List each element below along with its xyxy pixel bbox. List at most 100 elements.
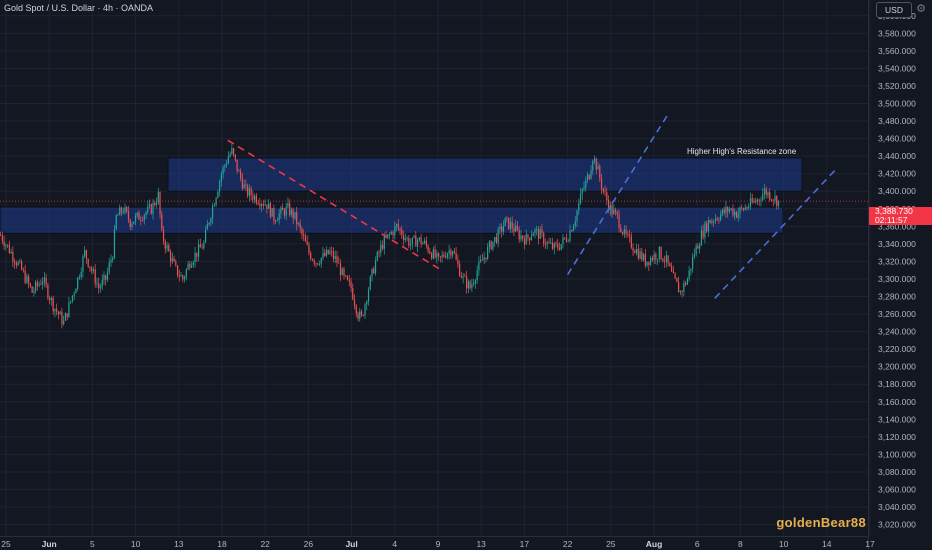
candle: [91, 265, 93, 275]
candle: [445, 251, 447, 259]
candle: [558, 242, 561, 251]
candle: [630, 232, 632, 250]
candle: [99, 283, 102, 293]
candle: [492, 241, 494, 252]
candle: [147, 200, 149, 215]
gear-icon[interactable]: ⚙: [916, 3, 926, 15]
candle: [350, 278, 352, 293]
candle: [481, 253, 483, 261]
candle: [704, 220, 706, 244]
candle: [80, 267, 82, 280]
candle: [259, 197, 261, 210]
candle: [231, 144, 233, 156]
candle: [173, 255, 175, 262]
candle: [579, 187, 582, 205]
candle: [474, 278, 476, 289]
candle: [746, 205, 748, 211]
candle: [169, 248, 172, 268]
candle: [331, 246, 333, 257]
candle: [606, 187, 608, 206]
time-axis[interactable]: 25 Jun 5 10 13 18 22 26 Jul 4 9 13 17 22 25 Aug 6 8 10 14 17: [1, 539, 875, 549]
candle: [427, 244, 429, 254]
candle: [467, 279, 469, 294]
candle: [24, 264, 26, 285]
candle: [623, 225, 625, 238]
candle: [671, 262, 673, 272]
candle: [567, 238, 569, 243]
candle: [145, 210, 147, 219]
candle: [262, 199, 264, 210]
candle: [7, 244, 9, 249]
time-tick-label: 22: [260, 539, 270, 549]
price-tick-label: 3,200.000: [878, 362, 916, 372]
candle: [103, 271, 105, 285]
candle: [621, 231, 624, 236]
candle: [369, 275, 371, 291]
candle: [117, 213, 119, 216]
candle: [618, 209, 620, 233]
candle: [532, 231, 534, 237]
candle: [611, 202, 613, 219]
candle: [767, 191, 769, 199]
candle: [275, 219, 277, 225]
candle: [460, 271, 462, 279]
candle: [271, 208, 273, 218]
candle: [229, 151, 231, 159]
candle: [602, 187, 604, 195]
candle: [290, 207, 293, 218]
candle: [469, 280, 471, 290]
candle: [560, 244, 562, 251]
candle: [311, 258, 314, 262]
candle: [325, 246, 328, 258]
candle: [110, 254, 112, 268]
candle: [434, 244, 436, 260]
candle: [157, 187, 159, 205]
candle: [506, 216, 508, 223]
candle: [68, 297, 70, 318]
candle: [665, 250, 667, 268]
candle: [203, 239, 205, 251]
candle: [614, 207, 617, 216]
candle: [639, 247, 641, 260]
candle: [77, 276, 79, 292]
candle: [721, 208, 724, 217]
candle: [720, 210, 722, 222]
candle: [585, 176, 587, 192]
candle: [688, 265, 690, 282]
candle: [495, 232, 498, 245]
candle: [406, 236, 408, 242]
time-tick-label: 13: [476, 539, 486, 549]
candle: [82, 254, 84, 278]
candle: [576, 209, 578, 228]
candle: [47, 282, 49, 301]
candle: [397, 219, 399, 232]
candle: [287, 197, 289, 209]
candle: [501, 223, 503, 238]
candle: [378, 249, 380, 258]
candle: [725, 200, 727, 218]
candle: [613, 204, 615, 215]
candle: [206, 219, 208, 230]
candle: [716, 216, 718, 222]
candle: [523, 235, 526, 250]
candle: [138, 210, 140, 221]
candle: [126, 205, 128, 214]
currency-button[interactable]: USD: [876, 2, 912, 18]
candle: [28, 273, 30, 289]
candle: [194, 246, 196, 268]
candle: [164, 239, 166, 254]
price-tick-label: 3,240.000: [878, 327, 916, 337]
candle: [152, 199, 154, 220]
candle: [364, 302, 366, 320]
candle: [418, 236, 420, 242]
candle: [247, 183, 249, 199]
candle: [234, 154, 236, 163]
candle: [649, 255, 652, 267]
candle: [700, 225, 702, 246]
candle: [439, 255, 441, 263]
candle: [546, 240, 548, 250]
candle: [154, 200, 156, 207]
candle: [452, 250, 454, 259]
